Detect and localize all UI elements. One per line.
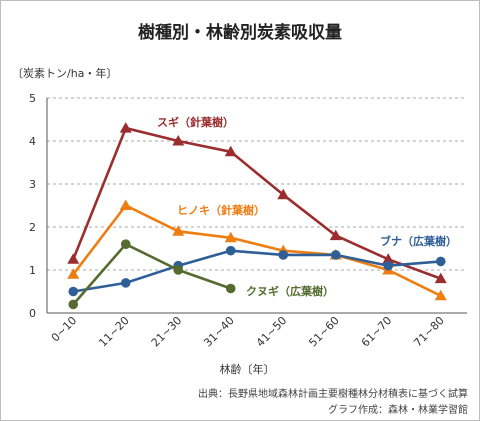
data-point-1-0	[67, 268, 80, 279]
data-point-3-0	[68, 299, 79, 310]
data-point-2-6	[383, 260, 394, 271]
series-line-2	[73, 249, 441, 293]
x-tick-label-61-70: 61~70	[359, 314, 395, 350]
y-tick-label-0: 0	[29, 307, 36, 320]
data-point-0-7	[434, 272, 447, 284]
series-line-3	[72, 242, 232, 306]
y-tick-label-1: 1	[29, 264, 36, 277]
data-point-1-3	[224, 231, 237, 243]
series-2	[68, 245, 446, 297]
data-point-2-0	[68, 286, 79, 297]
series-0	[67, 122, 447, 284]
series-3	[68, 239, 236, 310]
data-point-0-3	[224, 145, 237, 157]
data-point-2-3	[225, 245, 236, 256]
data-point-2-7	[435, 256, 446, 267]
x-tick-label-21-30: 21~30	[149, 314, 185, 350]
series-label-sugi: スギ（針葉樹）	[157, 115, 234, 129]
data-point-1-2	[172, 225, 185, 236]
series-label-buna: ブナ（広葉樹）	[380, 234, 457, 248]
data-point-2-1	[120, 278, 131, 288]
data-point-3-1	[120, 239, 131, 249]
x-tick-label-41-50: 41~50	[254, 314, 290, 350]
data-point-2-5	[330, 250, 341, 260]
data-point-3-3	[225, 283, 236, 294]
series-line-0	[72, 126, 442, 280]
chart-title: 樹種別・林齢別炭素吸収量	[138, 22, 342, 43]
y-tick-label-4: 4	[29, 135, 36, 148]
y-axis-label: 〔炭素トン/ha・年〕	[12, 66, 117, 80]
data-point-1-1	[119, 199, 132, 210]
series-label-hinoki: ヒノキ（針葉樹）	[177, 203, 265, 217]
x-tick-label-71-80: 71~80	[411, 314, 447, 350]
series-line-1	[72, 204, 442, 297]
y-tick-label-5: 5	[29, 92, 36, 105]
data-point-1-7	[434, 289, 447, 301]
data-point-0-2	[172, 135, 185, 146]
data-point-3-2	[173, 265, 184, 275]
x-tick-label-31-40: 31~40	[201, 314, 237, 350]
source-line-1: 出典：長野県地域森林計画主要樹種林分材積表に基づく試算	[198, 387, 468, 400]
grid	[47, 97, 467, 271]
source-line-2: グラフ作成：森林・林業学習館	[328, 403, 468, 416]
data-point-0-4	[277, 188, 290, 200]
x-tick-label-0-10: 0~10	[49, 314, 80, 345]
data-point-0-6	[382, 253, 395, 264]
data-point-2-4	[278, 250, 289, 260]
data-point-0-0	[67, 253, 80, 264]
y-tick-label-3: 3	[29, 178, 36, 191]
x-tick-label-51-60: 51~60	[306, 314, 342, 350]
x-axis-label: 林齢〔年〕	[220, 362, 275, 376]
series-label-kunugi: クヌギ（広葉樹）	[246, 284, 334, 298]
y-tick-label-2: 2	[29, 221, 36, 234]
data-point-0-1	[119, 122, 132, 133]
data-point-0-5	[329, 229, 342, 241]
x-tick-label-11-20: 11~20	[96, 314, 132, 350]
